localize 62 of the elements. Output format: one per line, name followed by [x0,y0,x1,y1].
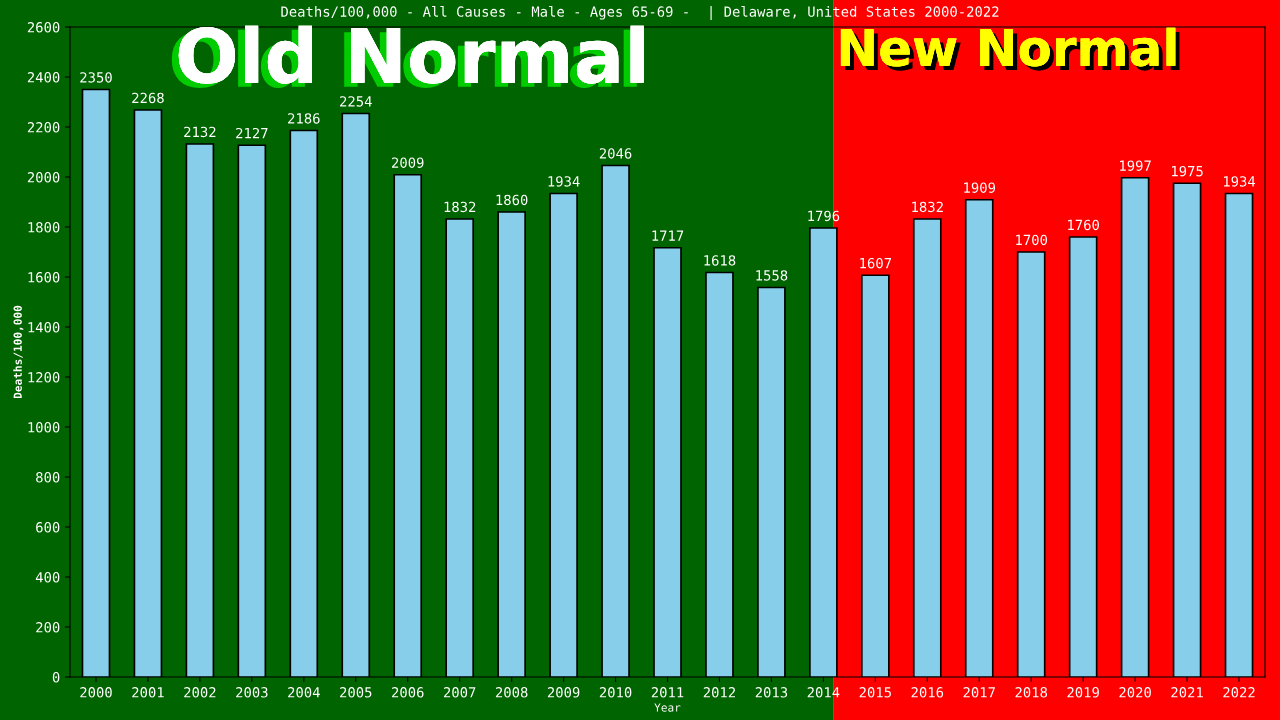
x-tick-label: 2019 [1067,687,1099,698]
data-label: 1975 [1172,165,1203,177]
data-label: 1618 [704,255,736,266]
data-label: 2268 [132,92,164,104]
y-tick-label: 0 [52,672,60,683]
y-tick-label: 2600 [27,22,60,33]
x-tick-label: 2013 [755,687,788,698]
data-label: 2254 [340,96,372,107]
x-tick-label: 2005 [340,687,372,698]
data-label: 1760 [1068,219,1099,231]
data-label: 2009 [392,157,424,168]
x-tick-label: 2008 [495,687,528,698]
x-tick-label: 2015 [859,687,891,698]
y-tick-label: 2200 [27,122,60,133]
x-tick-label: 2010 [599,687,632,698]
data-label: 2350 [80,72,112,83]
data-label: 1934 [548,176,580,187]
data-label: 2186 [288,113,320,124]
x-tick-label: 2017 [963,687,995,698]
x-tick-label: 2016 [911,687,944,698]
y-tick-label: 1000 [28,422,60,433]
x-tick-label: 2002 [184,687,216,698]
data-label: 1860 [496,194,528,206]
y-tick-label: 2400 [27,72,60,83]
x-tick-label: 2003 [236,687,268,698]
data-label: 1997 [1120,160,1151,171]
data-label: 2132 [184,126,216,138]
x-tick-label: 2020 [1119,687,1151,698]
data-label: 1934 [1223,176,1256,187]
data-label: 1717 [652,230,684,241]
data-label: 1832 [912,201,943,213]
y-tick-label: 1600 [28,272,60,283]
data-label: 1909 [964,182,996,193]
x-tick-label: 2006 [392,687,424,698]
x-tick-label: 2012 [703,687,735,698]
data-label: 1700 [1016,234,1048,246]
y-tick-label: 1400 [28,322,60,333]
data-label: 1832 [444,201,476,213]
y-tick-label: 2000 [27,172,60,183]
band-label: Old Normal [171,25,644,88]
x-tick-label: 2009 [547,687,580,698]
x-tick-label: 2021 [1171,687,1203,698]
x-tick-label: 2011 [651,687,684,698]
y-tick-label: 800 [36,472,60,483]
data-label: 1558 [756,270,788,281]
x-tick-label: 2004 [288,687,320,698]
data-label: 2046 [599,148,632,159]
x-tick-label: 2000 [80,687,112,698]
y-tick-label: 600 [36,522,60,533]
x-tick-label: 2001 [132,687,164,698]
y-tick-label: 400 [35,572,60,583]
x-tick-label: 2007 [443,687,476,698]
y-axis-title: Deaths/100,000 [13,305,24,399]
y-tick-label: 1200 [28,372,60,383]
band-label: New Normal [840,27,1180,71]
x-tick-label: 2018 [1015,687,1048,698]
x-axis-title: Year [654,703,681,712]
x-tick-label: 2022 [1223,687,1255,698]
y-tick-label: 200 [36,622,60,633]
data-label: 1607 [860,257,892,269]
data-label: 2127 [236,127,268,139]
y-tick-label: 1800 [28,222,60,233]
